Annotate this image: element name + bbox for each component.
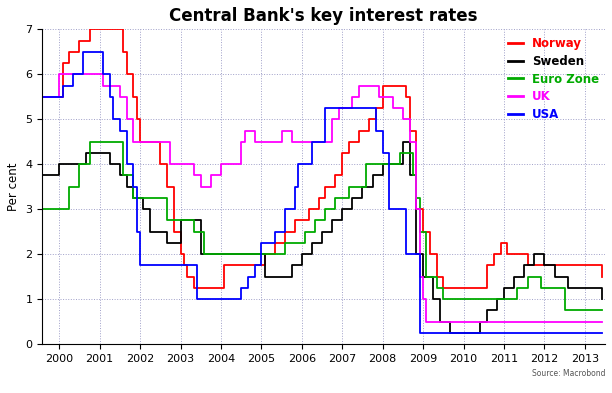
Text: Source: Macrobond: Source: Macrobond [532, 369, 605, 378]
Title: Central Bank's key interest rates: Central Bank's key interest rates [170, 7, 478, 25]
Legend: Norway, Sweden, Euro Zone, UK, USA: Norway, Sweden, Euro Zone, UK, USA [504, 33, 604, 126]
Y-axis label: Per cent: Per cent [7, 162, 20, 211]
